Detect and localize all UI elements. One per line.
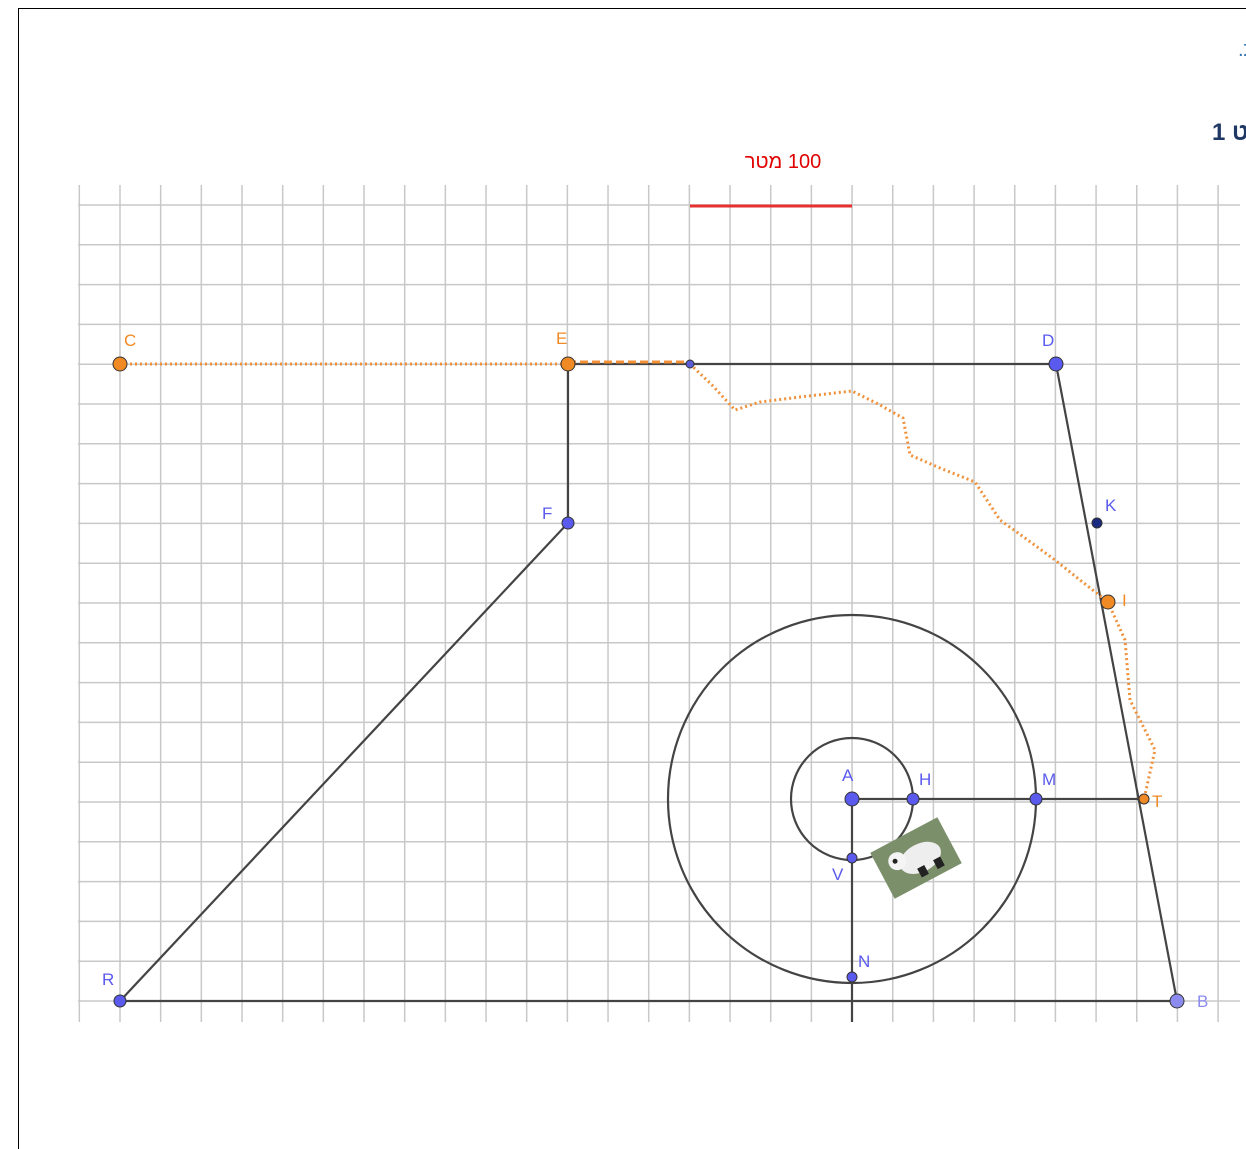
point <box>906 792 920 806</box>
point-label: H <box>919 770 931 789</box>
intro-text: סרטוט 1 הוא סקיצה (סרטוט סכמתי) של גן הח… <box>1238 39 1246 61</box>
point <box>1169 993 1185 1009</box>
point-label: E <box>556 329 567 348</box>
point-label: C <box>124 331 136 350</box>
grid <box>78 185 1240 1022</box>
point <box>846 971 858 983</box>
point <box>844 791 860 807</box>
panda-eye <box>892 858 898 864</box>
point <box>1048 356 1064 372</box>
point <box>846 852 858 864</box>
point-label: R <box>102 970 114 989</box>
scale-label: 100 מטר <box>745 151 821 173</box>
point-label: D <box>1042 331 1054 350</box>
point <box>685 359 695 369</box>
panda-leg <box>917 864 929 878</box>
point <box>561 516 575 530</box>
panda-leg <box>933 856 945 870</box>
zoo-boundary <box>117 362 1179 1003</box>
point <box>112 356 128 372</box>
point-label: B <box>1197 992 1208 1011</box>
route-segment <box>688 362 1157 800</box>
panda-image <box>870 817 962 899</box>
point-label: M <box>1042 770 1056 789</box>
points: C E D F K I A H M T V N R B <box>102 329 1208 1011</box>
point <box>1029 792 1043 806</box>
point <box>1138 793 1150 805</box>
panda-body <box>899 841 941 874</box>
frame <box>18 8 1246 1149</box>
figure-title: סרטוט 1 <box>1212 119 1246 146</box>
point <box>1091 517 1103 529</box>
point-label: I <box>1122 591 1127 610</box>
point-label: T <box>1152 792 1162 811</box>
point-label: N <box>858 952 870 971</box>
point-label: F <box>542 504 552 523</box>
point-label: V <box>832 865 844 884</box>
orange-route <box>120 360 1157 800</box>
point-label: K <box>1105 496 1117 515</box>
point <box>1100 594 1116 610</box>
point <box>113 994 127 1008</box>
point <box>560 356 576 372</box>
point-label: A <box>842 766 854 785</box>
